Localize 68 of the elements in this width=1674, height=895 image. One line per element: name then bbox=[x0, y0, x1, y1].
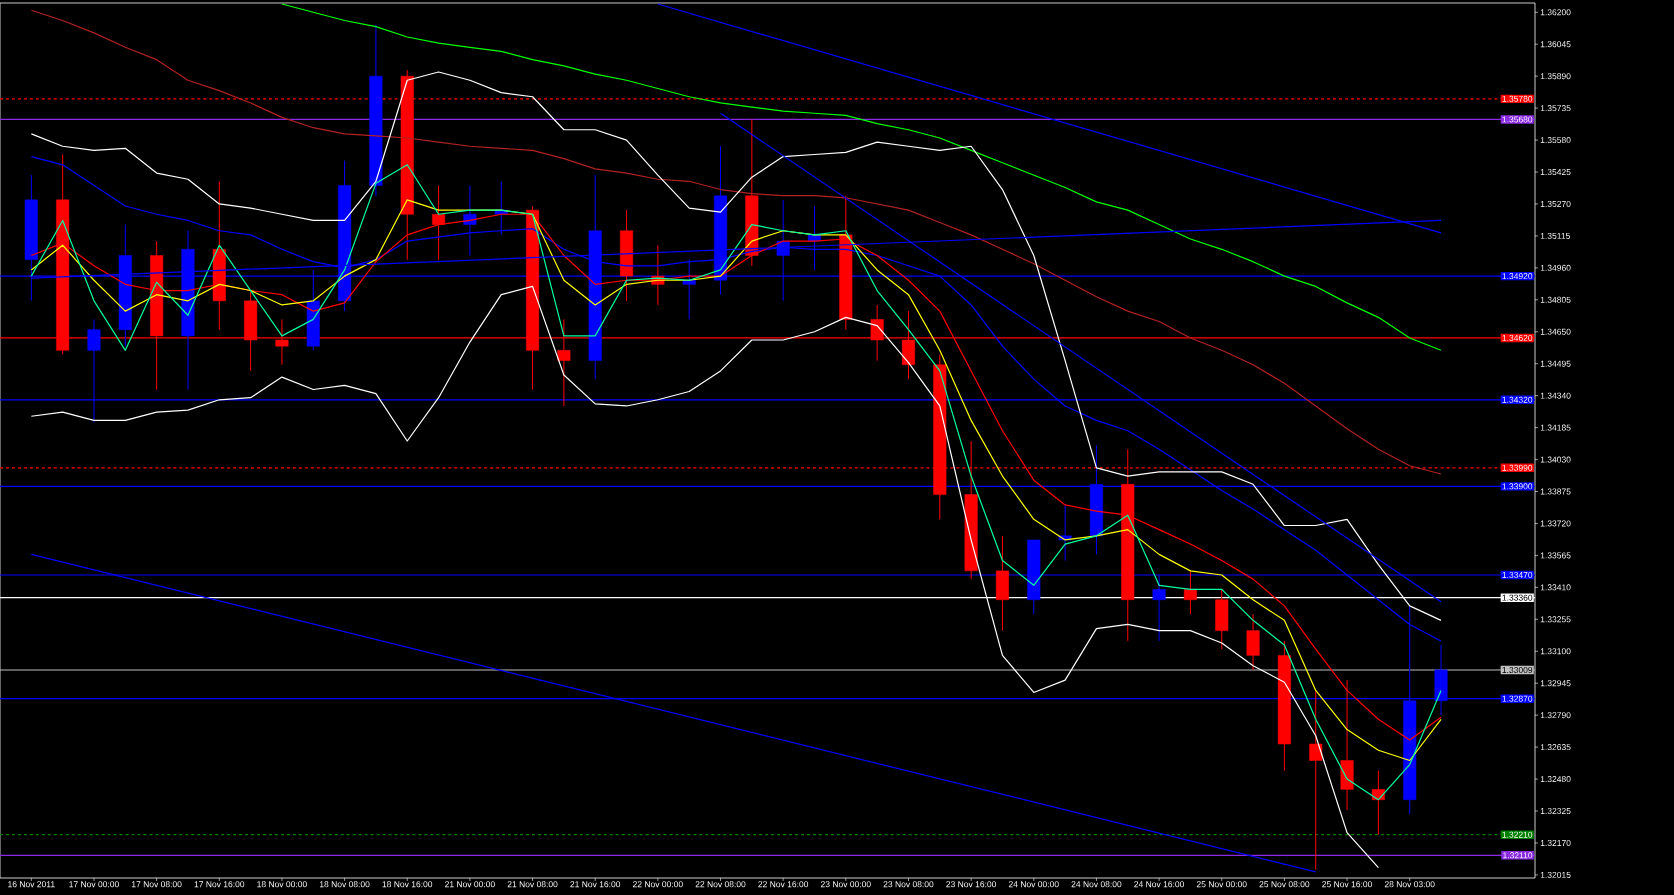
ref-line-label: 1.33470 bbox=[1502, 571, 1533, 578]
y-tick-label: 1.35890 bbox=[1540, 73, 1571, 80]
y-tick-label: 1.32480 bbox=[1540, 776, 1571, 783]
candlestick bbox=[1183, 570, 1197, 615]
y-tick-label: 1.33565 bbox=[1540, 552, 1571, 559]
y-tick-label: 1.33875 bbox=[1540, 488, 1571, 495]
y-tick-label: 1.33255 bbox=[1540, 616, 1571, 623]
ref-line-label: 1.34320 bbox=[1502, 396, 1533, 403]
x-tick-label: 28 Nov 03:00 bbox=[1384, 881, 1435, 888]
y-tick-label: 1.36200 bbox=[1540, 9, 1571, 16]
ref-line-label: 1.33360 bbox=[1502, 594, 1533, 601]
y-tick-label: 1.33100 bbox=[1540, 648, 1571, 655]
x-tick-label: 16 Nov 2011 bbox=[8, 881, 55, 888]
x-tick-label: 17 Nov 08:00 bbox=[131, 881, 182, 888]
y-tick-label: 1.34495 bbox=[1540, 360, 1571, 367]
y-tick-label: 1.34805 bbox=[1540, 296, 1571, 303]
x-tick-label: 21 Nov 16:00 bbox=[570, 881, 621, 888]
x-tick-label: 25 Nov 16:00 bbox=[1322, 881, 1372, 888]
ref-line-label: 1.34920 bbox=[1502, 273, 1533, 280]
ref-line-label: 1.33990 bbox=[1502, 464, 1533, 471]
x-tick-label: 25 Nov 00:00 bbox=[1196, 881, 1247, 888]
x-tick-label: 22 Nov 08:00 bbox=[695, 881, 746, 888]
x-tick-label: 23 Nov 00:00 bbox=[820, 881, 871, 888]
x-tick-label: 24 Nov 16:00 bbox=[1134, 881, 1185, 888]
candlestick bbox=[1309, 689, 1323, 871]
y-tick-label: 1.35270 bbox=[1540, 200, 1571, 207]
y-tick-label: 1.33720 bbox=[1540, 520, 1571, 527]
x-tick-label: 24 Nov 00:00 bbox=[1008, 881, 1059, 888]
x-tick-label: 17 Nov 16:00 bbox=[194, 881, 245, 888]
x-tick-label: 18 Nov 16:00 bbox=[382, 881, 433, 888]
x-tick-label: 25 Nov 08:00 bbox=[1259, 881, 1310, 888]
y-tick-label: 1.34650 bbox=[1540, 328, 1571, 335]
y-tick-label: 1.35735 bbox=[1540, 105, 1571, 112]
x-tick-label: 23 Nov 08:00 bbox=[883, 881, 934, 888]
x-tick-label: 21 Nov 00:00 bbox=[445, 881, 495, 888]
y-tick-label: 1.34030 bbox=[1540, 456, 1571, 463]
y-tick-label: 1.34185 bbox=[1540, 424, 1571, 431]
ref-line-label: 1.35780 bbox=[1502, 95, 1533, 102]
y-tick-label: 1.32170 bbox=[1540, 839, 1571, 846]
y-tick-label: 1.32015 bbox=[1540, 871, 1571, 878]
ref-line-label: 1.32870 bbox=[1502, 695, 1533, 702]
x-tick-label: 22 Nov 16:00 bbox=[758, 881, 809, 888]
ref-line-label: 1.33900 bbox=[1502, 483, 1533, 490]
ref-line-label: 1.32210 bbox=[1502, 831, 1533, 838]
y-tick-label: 1.32325 bbox=[1540, 808, 1571, 815]
y-tick-label: 1.32790 bbox=[1540, 712, 1571, 719]
ref-line-label: 1.34620 bbox=[1502, 334, 1533, 341]
candlestick bbox=[463, 184, 477, 256]
x-tick-label: 21 Nov 08:00 bbox=[507, 881, 558, 888]
y-tick-label: 1.32945 bbox=[1540, 680, 1571, 687]
x-tick-label: 24 Nov 08:00 bbox=[1071, 881, 1122, 888]
y-tick-label: 1.36045 bbox=[1540, 41, 1571, 48]
candlestick bbox=[682, 259, 696, 320]
y-tick-label: 1.34960 bbox=[1540, 264, 1571, 271]
ref-line-label: 1.33009 bbox=[1502, 667, 1533, 674]
y-tick-label: 1.35115 bbox=[1540, 232, 1570, 239]
y-tick-label: 1.35580 bbox=[1540, 137, 1571, 144]
ref-line-label: 1.32110 bbox=[1503, 852, 1533, 859]
y-tick-label: 1.33410 bbox=[1540, 584, 1571, 591]
x-tick-label: 17 Nov 00:00 bbox=[69, 881, 119, 888]
x-tick-label: 18 Nov 08:00 bbox=[319, 881, 370, 888]
x-tick-label: 18 Nov 00:00 bbox=[257, 881, 307, 888]
ref-line-label: 1.35680 bbox=[1502, 116, 1533, 123]
y-tick-label: 1.35425 bbox=[1540, 169, 1571, 176]
y-tick-label: 1.32635 bbox=[1540, 744, 1571, 751]
x-tick-label: 23 Nov 16:00 bbox=[946, 881, 997, 888]
y-tick-label: 1.34340 bbox=[1540, 392, 1571, 399]
x-tick-label: 22 Nov 00:00 bbox=[633, 881, 683, 888]
